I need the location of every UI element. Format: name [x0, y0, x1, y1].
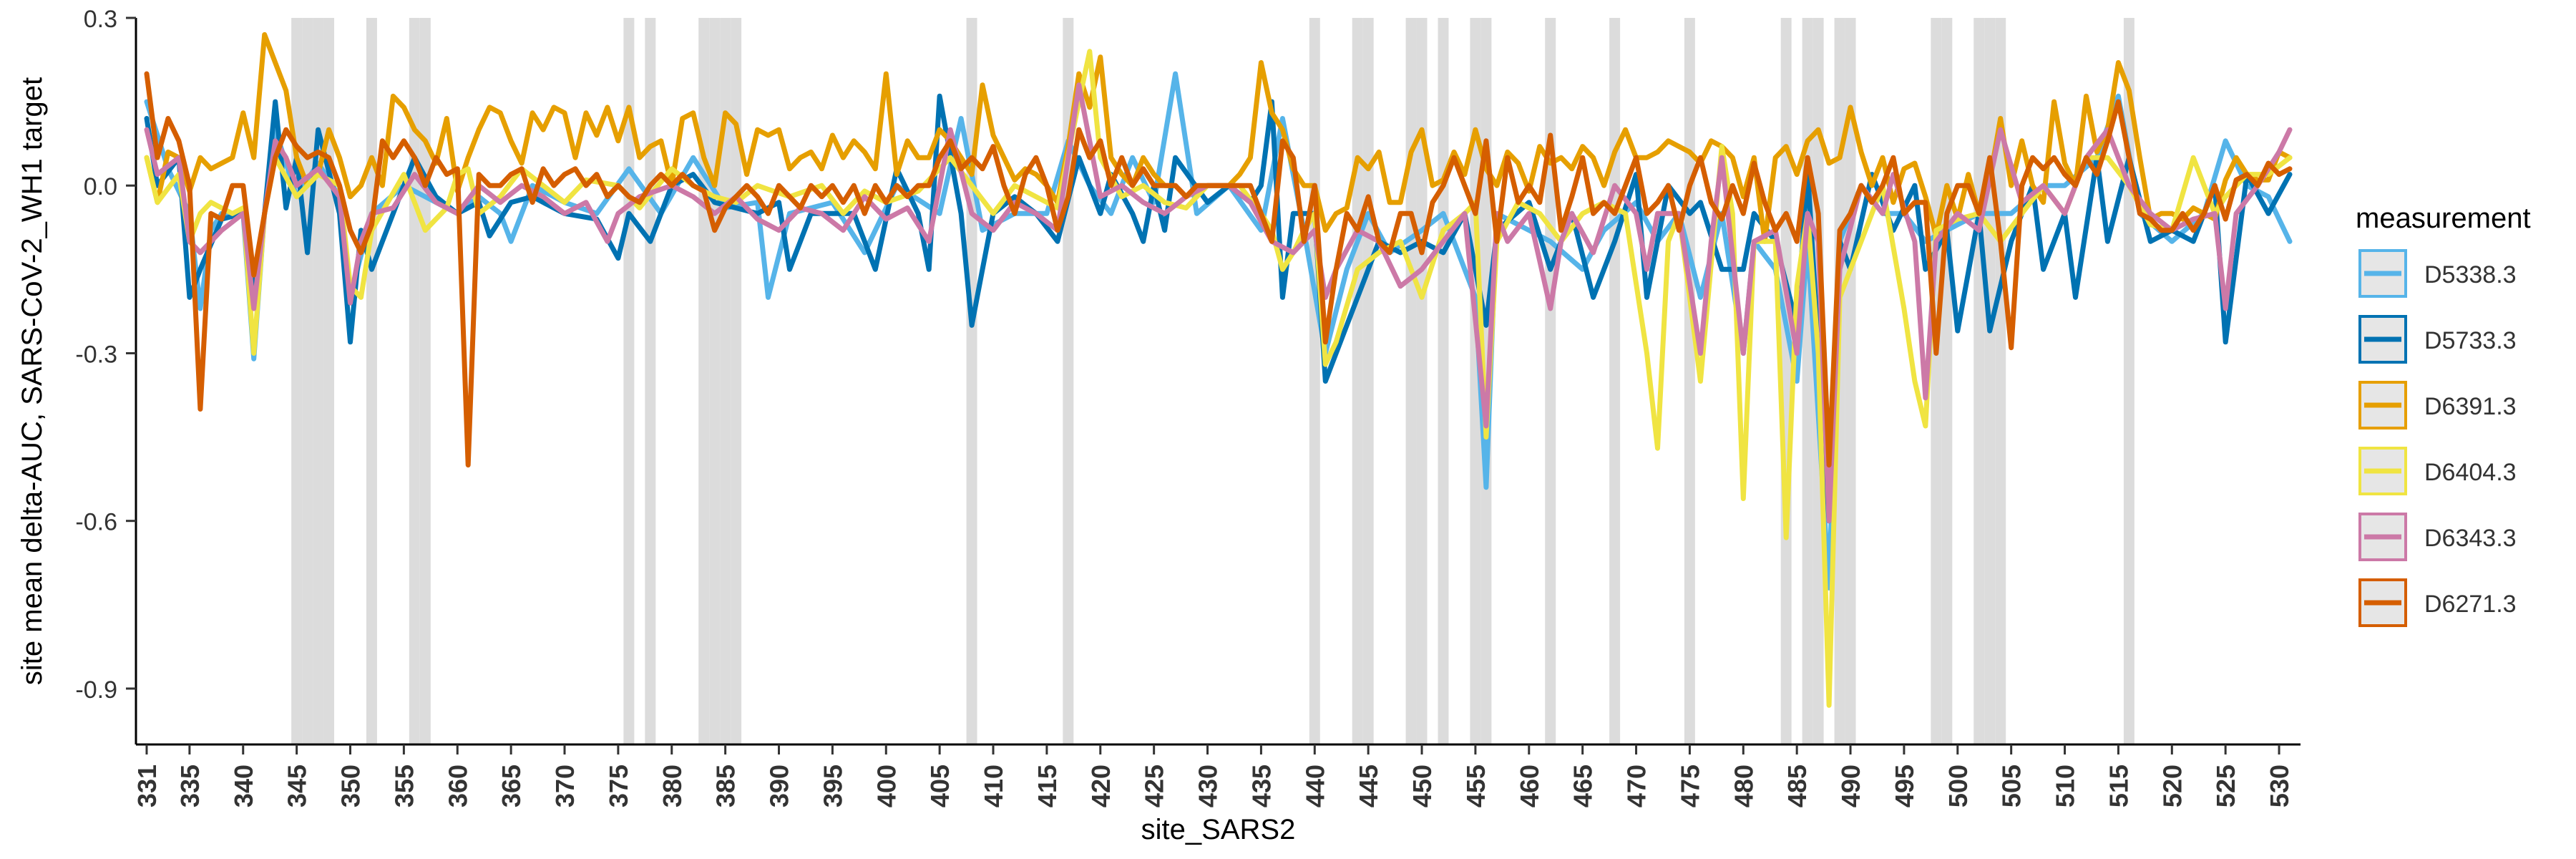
shaded-band-383 [698, 18, 710, 744]
x-tick-label: 345 [283, 765, 312, 807]
x-tick-label: 475 [1675, 765, 1704, 807]
shaded-band-498 [1931, 18, 1942, 744]
x-tick-label: 505 [1997, 765, 2026, 807]
shaded-band-503 [1984, 18, 1996, 744]
x-tick-label: 465 [1568, 765, 1598, 807]
x-tick-label: 375 [604, 765, 633, 807]
shaded-band-475 [1684, 18, 1695, 744]
shaded-band-450 [1416, 18, 1428, 744]
x-tick-label: 510 [2051, 765, 2080, 807]
x-tick-label: 340 [229, 765, 258, 807]
x-tick-label: 410 [979, 765, 1008, 807]
x-tick-label: 530 [2265, 765, 2294, 807]
legend-label: D6404.3 [2424, 459, 2517, 486]
x-tick-label: 405 [925, 765, 955, 807]
y-axis-ticks: 0.3 0.0 -0.3 -0.6 -0.9 [75, 6, 136, 704]
x-tick-label: 435 [1246, 765, 1276, 807]
x-tick-label: 480 [1729, 765, 1758, 807]
shaded-band-378 [645, 18, 656, 744]
legend-item-D6343.3: D6343.3 [2358, 513, 2517, 561]
shaded-band-347 [313, 18, 324, 744]
x-tick-label: 331 [132, 765, 162, 807]
legend-label: D6391.3 [2424, 393, 2517, 420]
y-tick-label: -0.3 [75, 341, 117, 368]
x-tick-label: 520 [2157, 765, 2187, 807]
x-tick-label: 495 [1890, 765, 1919, 807]
x-tick-label: 460 [1515, 765, 1544, 807]
x-tick-label: 445 [1354, 765, 1383, 807]
x-tick-label: 500 [1943, 765, 1973, 807]
x-tick-label: 450 [1407, 765, 1437, 807]
x-tick-label: 455 [1461, 765, 1491, 807]
shaded-band-484 [1780, 18, 1792, 744]
legend-item-D5733.3: D5733.3 [2358, 315, 2517, 364]
y-tick-label: -0.6 [75, 509, 117, 536]
shaded-band-444 [1352, 18, 1363, 744]
y-tick-label: 0.0 [84, 173, 117, 200]
legend-label: D5338.3 [2424, 261, 2517, 288]
shaded-band-384 [709, 18, 721, 744]
x-tick-label: 365 [497, 765, 526, 807]
shaded-band-499 [1941, 18, 1953, 744]
y-axis-title: site mean delta-AUC, SARS-CoV-2_WH1 targ… [16, 77, 48, 685]
axes [135, 18, 2301, 746]
legend-item-D6391.3: D6391.3 [2358, 381, 2517, 430]
y-tick-label: -0.9 [75, 676, 117, 704]
x-tick-label: 525 [2211, 765, 2240, 807]
x-tick-label: 370 [550, 765, 580, 807]
x-tick-label: 355 [389, 765, 419, 807]
shaded-band-352 [366, 18, 377, 744]
x-tick-label: 400 [872, 765, 901, 807]
x-tick-label: 390 [765, 765, 794, 807]
x-tick-label: 515 [2104, 765, 2133, 807]
shaded-band-516 [2123, 18, 2135, 744]
legend-label: D6343.3 [2424, 525, 2517, 552]
legend-item-D5338.3: D5338.3 [2358, 249, 2517, 298]
shaded-band-486 [1802, 18, 1813, 744]
legend: measurement D5338.3 D5733.3 D6391.3 D6404.3… [2356, 203, 2531, 627]
x-tick-label: 360 [443, 765, 472, 807]
shaded-band-468 [1609, 18, 1621, 744]
legend-item-D6404.3: D6404.3 [2358, 447, 2517, 495]
legend-title: measurement [2356, 203, 2531, 234]
shaded-band-504 [1995, 18, 2006, 744]
x-tick-label: 430 [1194, 765, 1223, 807]
x-axis-title: site_SARS2 [1141, 814, 1296, 845]
series-line-D6271.3 [144, 71, 2293, 468]
x-tick-label: 395 [818, 765, 847, 807]
x-tick-label: 415 [1033, 765, 1062, 807]
shaded-band-445 [1362, 18, 1374, 744]
shaded-band-502 [1974, 18, 1985, 744]
x-tick-label: 350 [336, 765, 366, 807]
shaded-band-452 [1438, 18, 1449, 744]
series-lines [144, 31, 2293, 708]
x-tick-label: 425 [1140, 765, 1169, 807]
legend-items: D5338.3 D5733.3 D6391.3 D6404.3 D6343.3 D6271… [2358, 249, 2517, 627]
legend-label: D6271.3 [2424, 591, 2517, 618]
x-tick-label: 420 [1086, 765, 1116, 807]
x-tick-label: 380 [658, 765, 687, 807]
shaded-band-357 [419, 18, 431, 744]
y-tick-label: 0.3 [84, 6, 117, 33]
legend-item-D6271.3: D6271.3 [2358, 578, 2517, 627]
x-tick-label: 470 [1622, 765, 1652, 807]
shaded-band-348 [323, 18, 335, 744]
x-tick-label: 485 [1782, 765, 1812, 807]
x-tick-label: 335 [175, 765, 205, 807]
shaded-band-440 [1309, 18, 1320, 744]
shaded-band-462 [1545, 18, 1556, 744]
legend-label: D5733.3 [2424, 327, 2517, 354]
shaded-band-346 [302, 18, 313, 744]
shaded-band-449 [1405, 18, 1417, 744]
x-tick-label: 440 [1300, 765, 1330, 807]
x-tick-label: 490 [1836, 765, 1865, 807]
x-axis-ticks: 331 335 340 345 350 355 360 365 370 375 380 385 390 3… [132, 744, 2294, 807]
x-tick-label: 385 [711, 765, 741, 807]
